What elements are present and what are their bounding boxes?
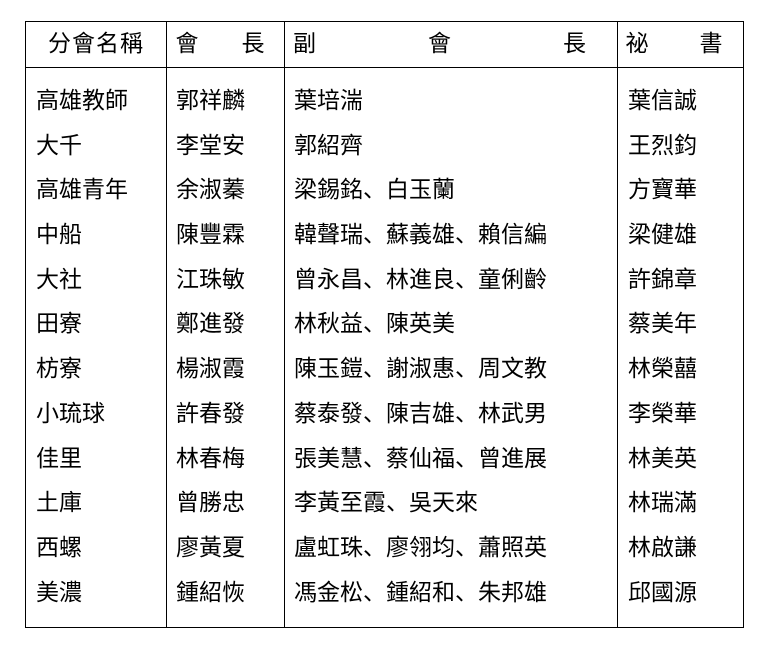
president-cell: 鍾紹恢 (176, 579, 245, 606)
branch-cell: 佳里 (36, 445, 82, 472)
president-cell: 鄭進發 (176, 311, 245, 338)
president-cell: 李堂安 (176, 132, 245, 159)
secretary-cell: 林瑞滿 (628, 490, 697, 517)
vice-president-cell: 盧虹珠、廖翎均、蕭照英 (294, 534, 547, 561)
secretary-cell: 林美英 (628, 445, 697, 472)
secretary-cell: 葉信誠 (628, 88, 697, 114)
vice-president-cell: 曾永昌、林進良、童俐齡 (294, 266, 547, 293)
secretary-cell: 林榮囍 (628, 356, 697, 383)
branch-cell: 美濃 (36, 579, 82, 606)
secretary-cell: 李榮華 (628, 400, 697, 427)
vice-president-cell: 韓聲瑞、蘇義雄、賴信編 (294, 222, 547, 249)
secretary-cell: 蔡美年 (628, 311, 697, 338)
vice-president-cell: 梁錫銘、白玉蘭 (294, 177, 455, 204)
president-cell: 陳豐霖 (176, 222, 245, 249)
president-cell: 江珠敏 (176, 266, 245, 293)
president-cell: 余淑蓁 (176, 177, 245, 204)
branch-cell: 田寮 (36, 311, 82, 338)
header-vice-president: 副 會 長 (293, 31, 608, 57)
table-row: 高雄教師 郭祥麟 葉培湍 葉信誠 (26, 79, 743, 124)
vice-president-cell: 林秋益、陳英美 (294, 311, 455, 338)
header-president: 會 長 (175, 31, 275, 57)
header-secretary: 祕 書 (625, 31, 737, 57)
president-cell: 郭祥麟 (176, 88, 245, 114)
vice-president-cell: 葉培湍 (294, 88, 363, 114)
officers-table: 分會名稱 會 長 副 會 長 祕 書 高雄教師 郭祥麟 葉培湍 葉信誠 大千 李… (25, 21, 744, 628)
table-body: 高雄教師 郭祥麟 葉培湍 葉信誠 大千 李堂安 郭紹齊 王烈鈞 高雄青年 余淑蓁… (26, 79, 743, 615)
table-row: 美濃 鍾紹恢 馮金松、鍾紹和、朱邦雄 邱國源 (26, 571, 743, 616)
president-cell: 曾勝忠 (176, 490, 245, 517)
header-branch-name: 分會名稱 (48, 31, 144, 57)
column-divider (284, 22, 285, 627)
president-cell: 許春發 (176, 400, 245, 427)
branch-cell: 土庫 (36, 490, 82, 517)
president-cell: 楊淑霞 (176, 356, 245, 383)
branch-cell: 高雄教師 (36, 88, 128, 114)
vice-president-cell: 李黃至霞、吳天來 (294, 490, 478, 517)
vice-president-cell: 蔡泰發、陳吉雄、林武男 (294, 400, 547, 427)
secretary-cell: 許錦章 (628, 266, 697, 293)
table-row: 枋寮 楊淑霞 陳玉鎧、謝淑惠、周文教 林榮囍 (26, 347, 743, 392)
secretary-cell: 林啟謙 (628, 534, 697, 561)
secretary-cell: 王烈鈞 (628, 132, 697, 159)
table-row: 佳里 林春梅 張美慧、蔡仙福、曾進展 林美英 (26, 437, 743, 482)
secretary-cell: 梁健雄 (628, 222, 697, 249)
table-row: 大千 李堂安 郭紹齊 王烈鈞 (26, 124, 743, 169)
table-row: 中船 陳豐霖 韓聲瑞、蘇義雄、賴信編 梁健雄 (26, 213, 743, 258)
column-divider (617, 22, 618, 627)
vice-president-cell: 陳玉鎧、謝淑惠、周文教 (294, 356, 547, 383)
table-row: 西螺 廖黃夏 盧虹珠、廖翎均、蕭照英 林啟謙 (26, 526, 743, 571)
secretary-cell: 邱國源 (628, 579, 697, 606)
column-divider (166, 22, 167, 627)
branch-cell: 西螺 (36, 534, 82, 561)
table-row: 大社 江珠敏 曾永昌、林進良、童俐齡 許錦章 (26, 258, 743, 303)
secretary-cell: 方寶華 (628, 177, 697, 204)
branch-cell: 枋寮 (36, 356, 82, 383)
president-cell: 林春梅 (176, 445, 245, 472)
table-row: 田寮 鄭進發 林秋益、陳英美 蔡美年 (26, 302, 743, 347)
table-row: 小琉球 許春發 蔡泰發、陳吉雄、林武男 李榮華 (26, 392, 743, 437)
vice-president-cell: 馮金松、鍾紹和、朱邦雄 (294, 579, 547, 606)
branch-cell: 小琉球 (36, 400, 105, 427)
vice-president-cell: 郭紹齊 (294, 132, 363, 159)
header-divider (26, 67, 743, 68)
branch-cell: 中船 (36, 222, 82, 249)
branch-cell: 大社 (36, 266, 82, 293)
vice-president-cell: 張美慧、蔡仙福、曾進展 (294, 445, 547, 472)
branch-cell: 高雄青年 (36, 177, 128, 204)
table-row: 土庫 曾勝忠 李黃至霞、吳天來 林瑞滿 (26, 481, 743, 526)
branch-cell: 大千 (36, 132, 82, 159)
president-cell: 廖黃夏 (176, 534, 245, 561)
table-row: 高雄青年 余淑蓁 梁錫銘、白玉蘭 方寶華 (26, 168, 743, 213)
